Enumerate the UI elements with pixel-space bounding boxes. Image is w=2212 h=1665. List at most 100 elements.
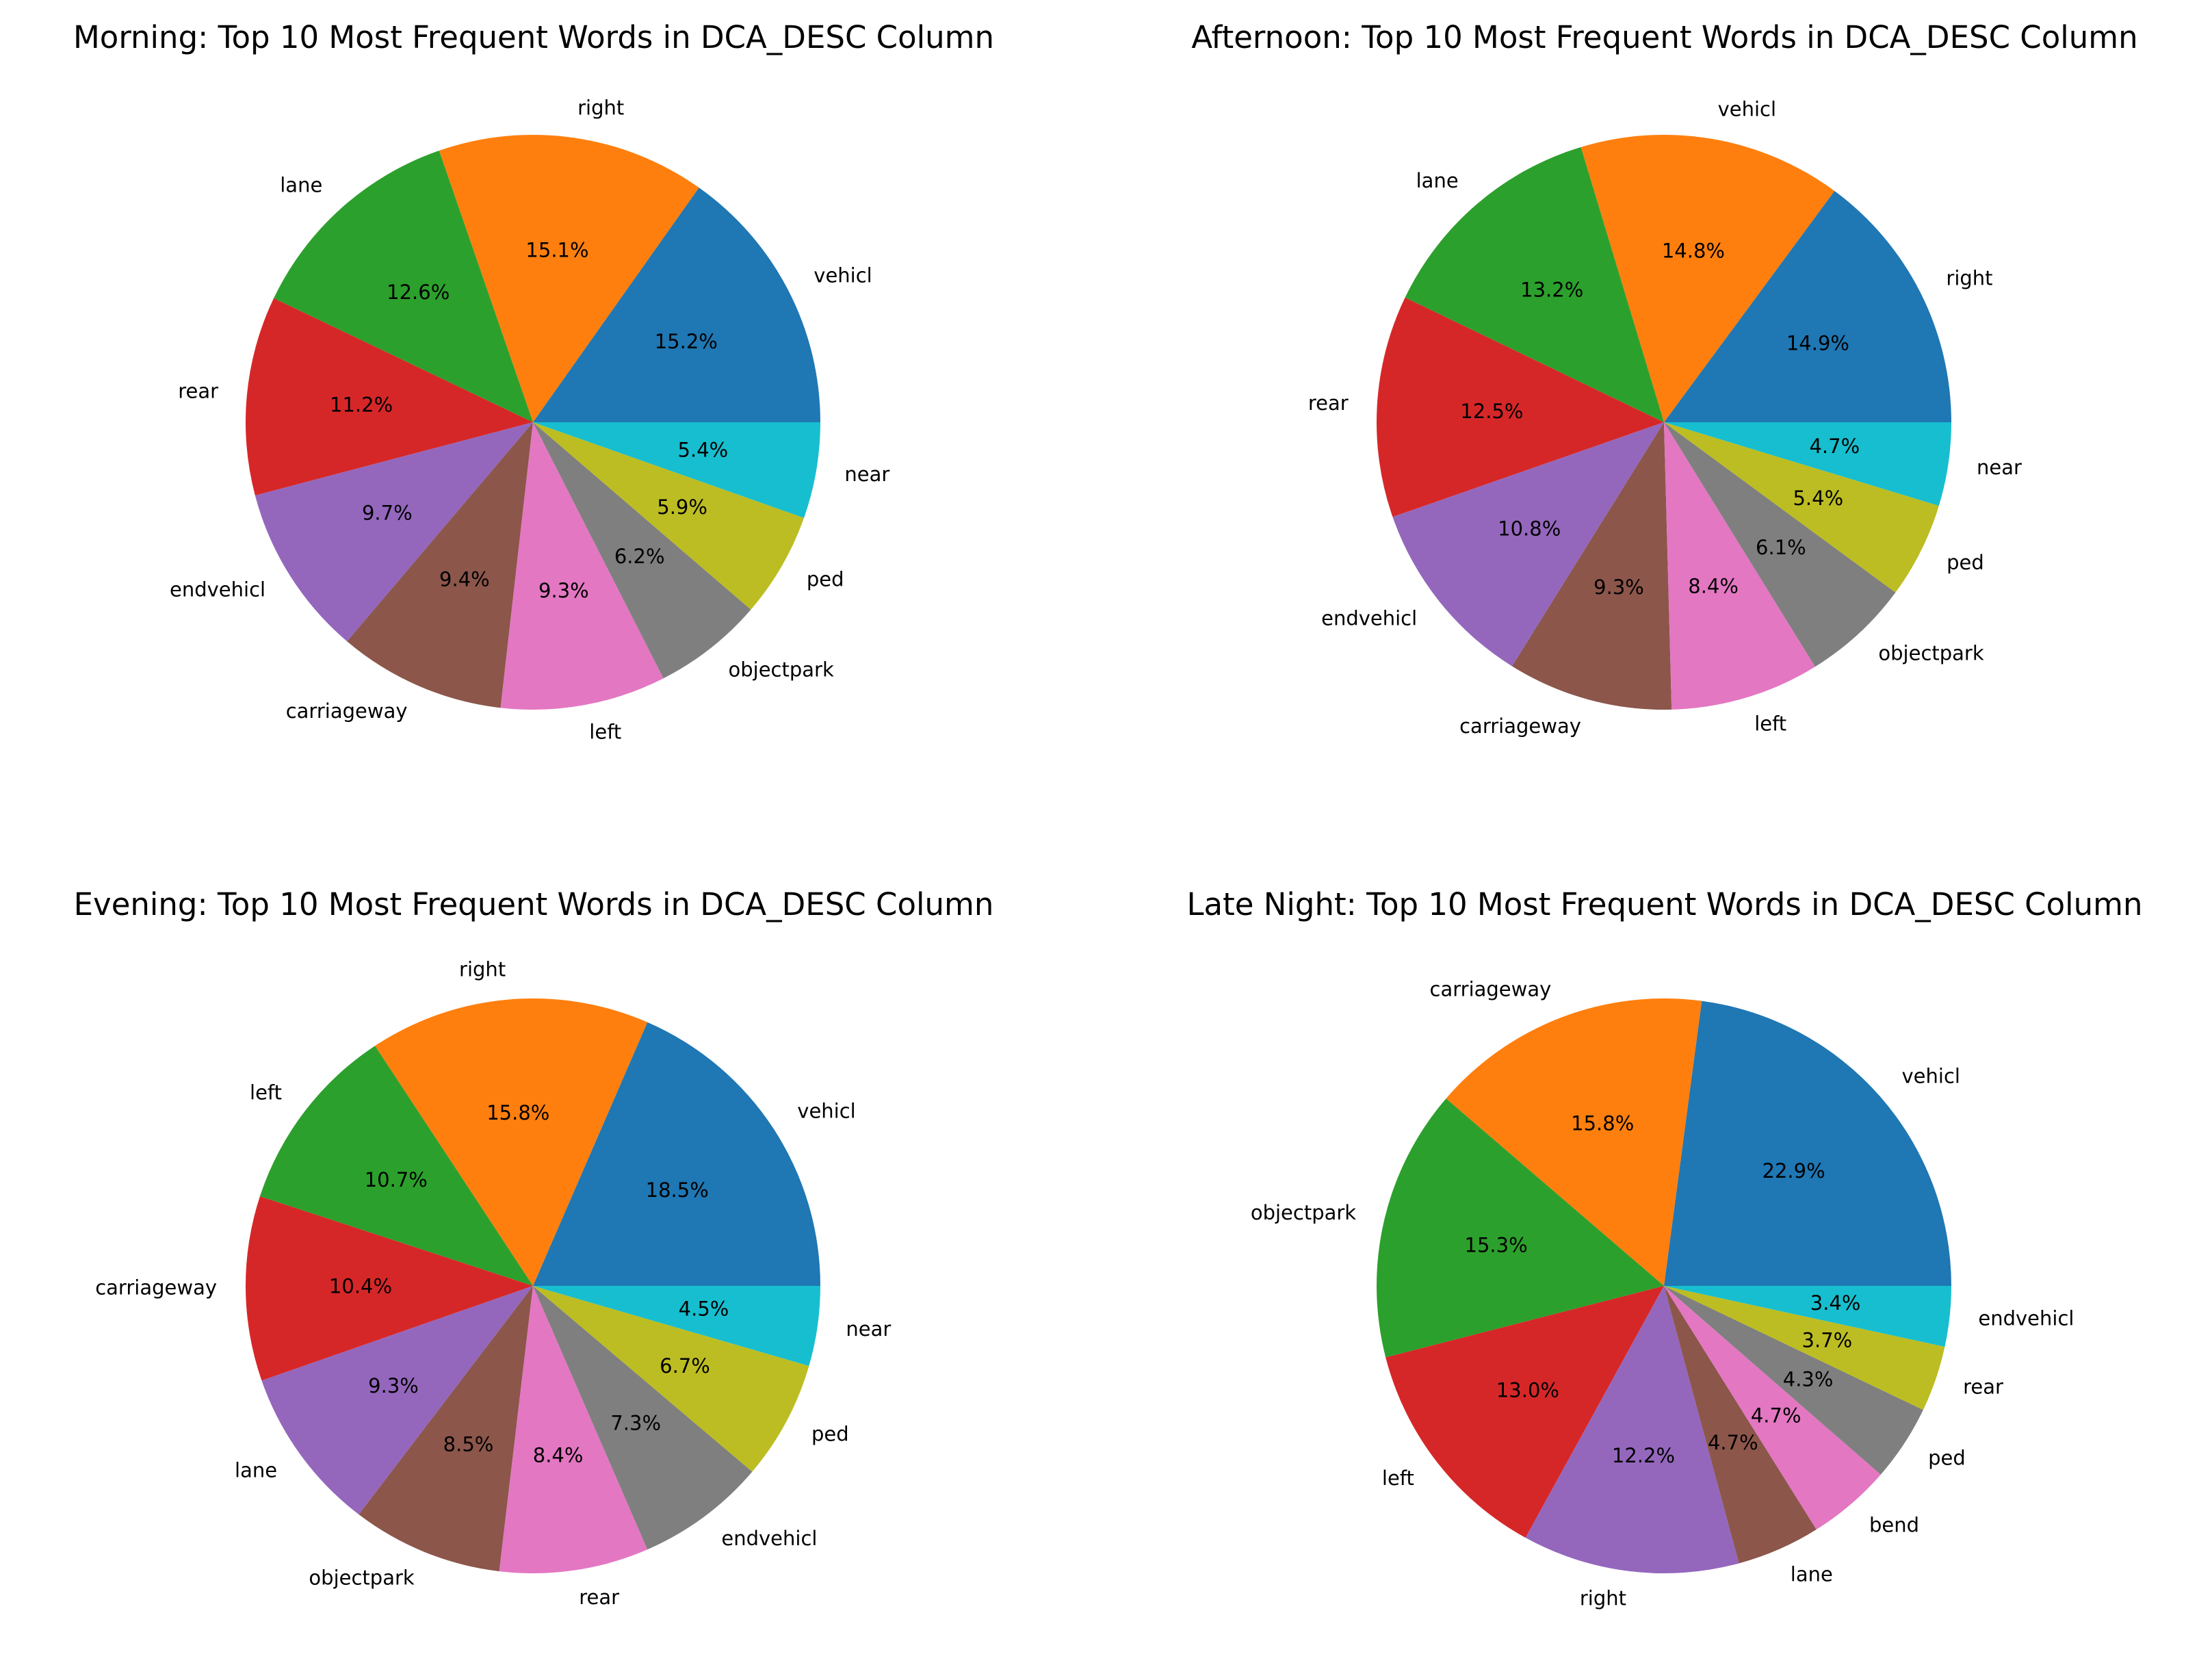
slice-percent-lane: 13.2% (1520, 279, 1583, 302)
slice-label-endvehicl: endvehicl (1978, 1306, 2074, 1330)
slice-label-right: right (459, 958, 506, 981)
pie-slice-ped (1664, 422, 1939, 593)
slice-percent-lane: 4.7% (1708, 1431, 1758, 1454)
slice-label-bend: bend (1869, 1513, 1919, 1536)
slice-percent-vehicl: 14.8% (1662, 240, 1725, 263)
pie-slice-rear (499, 1286, 648, 1573)
slice-percent-objectpark: 15.3% (1465, 1234, 1528, 1257)
pie-slice-left (259, 1046, 533, 1286)
pie-slice-objectpark (533, 422, 751, 679)
slice-label-right: right (1580, 1587, 1626, 1610)
pie-slice-vehicl (533, 188, 820, 422)
slice-label-lane: lane (1791, 1562, 1833, 1586)
slice-percent-lane: 9.3% (368, 1374, 419, 1397)
pie-slice-right (375, 998, 648, 1286)
pie-slice-endvehicl (1392, 422, 1664, 667)
slice-percent-lane: 12.6% (387, 281, 450, 304)
slice-percent-endvehicl: 3.4% (1810, 1291, 1861, 1315)
slice-label-rear: rear (579, 1586, 619, 1609)
slice-percent-endvehicl: 7.3% (610, 1411, 661, 1434)
slice-percent-left: 10.7% (365, 1168, 428, 1191)
slice-label-right: right (1946, 267, 1992, 290)
slice-label-carriageway: carriageway (286, 699, 408, 723)
slice-label-carriageway: carriageway (1430, 977, 1552, 1001)
slice-label-objectpark: objectpark (309, 1566, 414, 1589)
pie-slice-lane (1664, 1286, 1817, 1564)
slice-percent-right: 15.8% (486, 1101, 549, 1124)
pie-slice-left (500, 422, 664, 710)
pie-slice-endvehicl (533, 1286, 753, 1550)
slice-percent-rear: 12.5% (1460, 400, 1523, 423)
late-night-pie-panel: Late Night: Top 10 Most Frequent Words i… (1186, 886, 2142, 1610)
slice-label-objectpark: objectpark (1878, 642, 1983, 665)
slice-label-left: left (250, 1081, 282, 1104)
slice-percent-near: 4.7% (1809, 435, 1860, 458)
slice-label-carriageway: carriageway (1459, 714, 1581, 738)
slice-label-objectpark: objectpark (729, 658, 834, 681)
pie-slice-vehicl (1664, 1001, 1951, 1286)
pie-slice-vehicl (1580, 134, 1835, 422)
pie-slices (245, 998, 820, 1573)
slice-percent-left: 13.0% (1496, 1379, 1559, 1402)
slice-label-left: left (589, 721, 621, 744)
slice-label-ped: ped (807, 567, 844, 591)
chart-title: Morning: Top 10 Most Frequent Words in D… (73, 19, 994, 55)
slice-percent-right: 15.1% (525, 239, 588, 262)
slice-label-near: near (844, 463, 889, 486)
slice-label-rear: rear (1308, 391, 1349, 415)
slice-label-vehicl: vehicl (814, 264, 872, 287)
chart-title: Late Night: Top 10 Most Frequent Words i… (1186, 886, 2142, 922)
slice-percent-carriageway: 9.4% (439, 567, 490, 591)
pie-slice-ped (533, 1286, 809, 1472)
pie-slice-carriageway (1446, 998, 1702, 1286)
pie-slice-near (1664, 422, 1951, 506)
pie-slice-ped (533, 422, 805, 610)
slice-label-vehicl: vehicl (797, 1100, 855, 1123)
slice-percent-vehicl: 18.5% (646, 1178, 709, 1202)
slice-percent-near: 4.5% (679, 1298, 729, 1321)
slice-percent-objectpark: 8.5% (443, 1433, 494, 1456)
pie-labels: vehicl 22.9% carriageway 15.8% objectpark 15.… (1251, 977, 2074, 1610)
pie-slice-right (1525, 1286, 1739, 1574)
pie-slice-carriageway (245, 1196, 533, 1381)
slice-label-endvehicl: endvehicl (170, 578, 265, 601)
pie-slice-rear (1376, 297, 1664, 517)
pie-labels: vehicl 18.5% right 15.8% left 10.7% carriagewa… (95, 958, 891, 1609)
slice-percent-endvehicl: 9.7% (362, 501, 413, 524)
evening-pie-panel: Evening: Top 10 Most Frequent Words in D… (74, 886, 994, 1609)
slice-label-ped: ped (811, 1423, 849, 1446)
slice-percent-carriageway: 9.3% (1593, 576, 1644, 599)
pie-slice-lane (261, 1286, 533, 1515)
slice-percent-bend: 4.7% (1751, 1404, 1801, 1428)
slice-percent-objectpark: 6.2% (614, 545, 665, 568)
slice-percent-rear: 3.7% (1802, 1329, 1853, 1352)
slice-label-ped: ped (1928, 1447, 1966, 1470)
slice-label-vehicl: vehicl (1902, 1065, 1960, 1088)
morning-pie-panel: Morning: Top 10 Most Frequent Words in D… (73, 19, 994, 744)
pie-slice-rear (245, 298, 533, 495)
slice-percent-left: 9.3% (538, 579, 589, 602)
pie-slice-lane (1405, 146, 1664, 422)
pie-slice-lane (274, 151, 533, 422)
pie-slice-objectpark (1377, 1098, 1664, 1358)
pie-slice-carriageway (347, 422, 533, 708)
slice-label-rear: rear (178, 380, 218, 403)
pie-slice-endvehicl (255, 422, 533, 642)
slice-label-carriageway: carriageway (95, 1276, 217, 1299)
slice-percent-ped: 5.4% (1793, 487, 1843, 510)
pie-slice-left (1664, 422, 1815, 710)
pie-slice-right (439, 134, 699, 422)
slice-percent-near: 5.4% (678, 439, 729, 462)
slice-label-near: near (1977, 456, 2022, 479)
slice-label-vehicl: vehicl (1718, 98, 1776, 121)
pie-slice-objectpark (359, 1286, 533, 1572)
slice-percent-rear: 11.2% (330, 393, 393, 416)
pie-slice-right (1664, 191, 1951, 422)
chart-title: Afternoon: Top 10 Most Frequent Words in… (1191, 19, 2137, 55)
pie-slice-endvehicl (1664, 1286, 1951, 1347)
slice-percent-ped: 6.7% (660, 1354, 710, 1378)
slice-percent-vehicl: 22.9% (1762, 1159, 1825, 1183)
afternoon-pie-panel: Afternoon: Top 10 Most Frequent Words in… (1191, 19, 2137, 738)
slice-percent-ped: 5.9% (657, 495, 707, 519)
